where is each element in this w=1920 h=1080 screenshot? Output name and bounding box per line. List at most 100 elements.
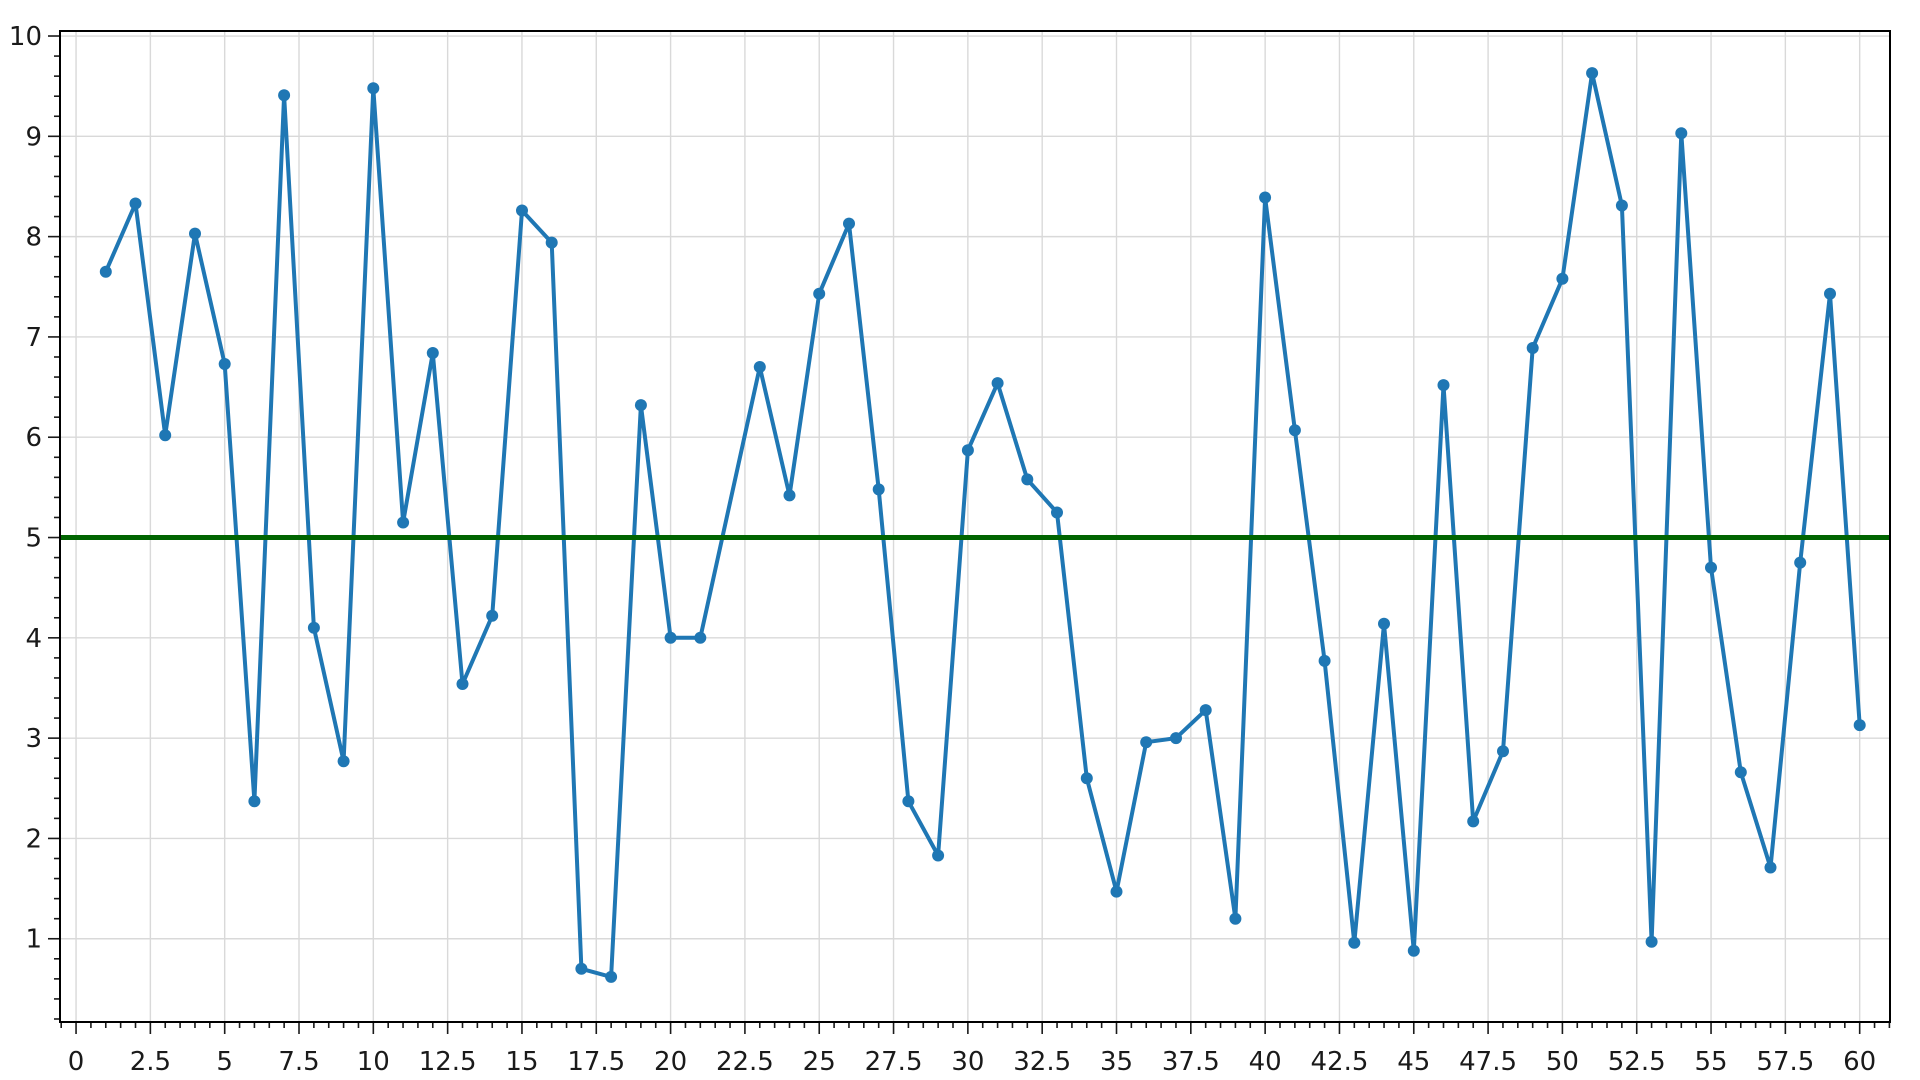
data-point-marker bbox=[99, 265, 112, 278]
y-tick-label: 4 bbox=[25, 624, 42, 654]
data-point-marker bbox=[932, 849, 945, 862]
x-tick-label: 17.5 bbox=[567, 1047, 625, 1077]
data-point-marker bbox=[1615, 199, 1628, 212]
x-tick-label: 7.5 bbox=[278, 1047, 319, 1077]
x-tick-label: 2.5 bbox=[130, 1047, 171, 1077]
data-point-marker bbox=[813, 287, 826, 300]
data-point-marker bbox=[426, 347, 439, 359]
data-point-marker bbox=[397, 516, 410, 529]
data-point-marker bbox=[694, 631, 707, 644]
data-point-marker bbox=[1229, 912, 1242, 925]
y-tick-label: 6 bbox=[25, 423, 42, 453]
data-point-marker bbox=[783, 489, 796, 502]
y-tick-label: 3 bbox=[25, 724, 42, 754]
data-point-marker bbox=[1794, 556, 1807, 569]
x-tick-label: 0 bbox=[68, 1047, 85, 1077]
data-point-marker bbox=[1467, 815, 1480, 828]
y-tick-label: 1 bbox=[25, 925, 42, 955]
data-point-marker bbox=[545, 236, 558, 249]
x-axis-tick-labels: 0 2.5 5 7.5 10 12.5 15 17.5 20 22.5 25 27.5 30 32.5 35… bbox=[68, 1047, 1876, 1077]
data-point-marker bbox=[486, 609, 499, 622]
data-point-marker bbox=[129, 197, 142, 210]
data-point-marker bbox=[1586, 67, 1599, 80]
data-point-marker bbox=[1199, 704, 1212, 717]
x-tick-label: 32.5 bbox=[1013, 1047, 1071, 1077]
data-point-marker bbox=[753, 361, 766, 373]
data-point-marker bbox=[1824, 287, 1836, 300]
data-point-marker bbox=[664, 631, 677, 644]
data-point-marker bbox=[1140, 736, 1153, 749]
x-tick-label: 42.5 bbox=[1311, 1047, 1369, 1077]
data-point-marker bbox=[902, 795, 915, 808]
data-point-marker bbox=[575, 962, 588, 975]
data-point-marker bbox=[159, 429, 172, 442]
plot-border bbox=[59, 30, 1891, 1023]
x-tick-label: 5 bbox=[216, 1047, 233, 1077]
y-tick-label: 7 bbox=[25, 323, 42, 353]
data-point-marker bbox=[307, 621, 320, 634]
data-point-marker bbox=[1288, 424, 1301, 437]
y-axis-tick-labels: 1 2 3 4 5 6 7 8 9 10 bbox=[9, 22, 42, 955]
data-point-marker bbox=[1378, 617, 1390, 630]
data-point-marker bbox=[1497, 745, 1509, 758]
data-point-marker bbox=[1675, 127, 1688, 140]
data-point-marker bbox=[605, 970, 618, 983]
x-tick-label: 15 bbox=[505, 1047, 538, 1077]
data-point-marker bbox=[1734, 766, 1747, 779]
x-tick-label: 52.5 bbox=[1608, 1047, 1666, 1077]
data-point-marker bbox=[1526, 342, 1539, 354]
x-tick-label: 12.5 bbox=[419, 1047, 477, 1077]
x-tick-label: 22.5 bbox=[716, 1047, 774, 1077]
x-tick-label: 47.5 bbox=[1459, 1047, 1517, 1077]
data-point-marker bbox=[1853, 719, 1866, 732]
data-point-marker bbox=[872, 483, 885, 496]
x-tick-label: 20 bbox=[654, 1047, 687, 1077]
data-point-marker bbox=[337, 755, 350, 768]
x-tick-label: 10 bbox=[357, 1047, 390, 1077]
data-point-marker bbox=[634, 399, 647, 412]
data-point-marker bbox=[189, 227, 201, 240]
data-point-marker bbox=[1259, 191, 1272, 204]
x-tick-label: 27.5 bbox=[865, 1047, 923, 1077]
x-tick-label: 40 bbox=[1249, 1047, 1282, 1077]
y-tick-label: 5 bbox=[25, 524, 42, 554]
y-tick-label: 10 bbox=[9, 22, 42, 52]
data-point-marker bbox=[1080, 772, 1093, 785]
data-point-marker bbox=[1348, 936, 1361, 949]
x-tick-label: 45 bbox=[1397, 1047, 1430, 1077]
data-point-marker bbox=[367, 82, 380, 95]
data-point-marker bbox=[1437, 379, 1450, 392]
data-point-marker bbox=[278, 89, 291, 102]
x-tick-label: 30 bbox=[951, 1047, 984, 1077]
data-point-marker bbox=[1556, 272, 1569, 285]
y-tick-label: 2 bbox=[25, 824, 42, 854]
data-point-marker bbox=[1170, 732, 1182, 745]
data-series-markers bbox=[99, 67, 1866, 983]
data-point-marker bbox=[248, 795, 261, 808]
x-tick-label: 35 bbox=[1100, 1047, 1133, 1077]
x-tick-label: 55 bbox=[1694, 1047, 1727, 1077]
y-tick-label: 8 bbox=[25, 223, 42, 253]
data-point-marker bbox=[961, 444, 974, 457]
data-point-marker bbox=[1764, 861, 1777, 874]
data-point-marker bbox=[1110, 885, 1123, 898]
data-point-marker bbox=[516, 204, 528, 217]
data-point-marker bbox=[991, 377, 1004, 390]
data-point-marker bbox=[1021, 473, 1034, 486]
data-point-marker bbox=[218, 358, 231, 370]
data-point-marker bbox=[1705, 561, 1717, 574]
data-point-marker bbox=[1051, 506, 1063, 519]
data-point-marker bbox=[1407, 944, 1420, 957]
data-point-marker bbox=[843, 217, 855, 230]
y-tick-label: 9 bbox=[25, 122, 42, 152]
data-point-marker bbox=[1645, 935, 1658, 948]
x-tick-label: 57.5 bbox=[1756, 1047, 1814, 1077]
x-tick-label: 25 bbox=[803, 1047, 836, 1077]
x-tick-label: 50 bbox=[1546, 1047, 1579, 1077]
x-tick-label: 37.5 bbox=[1162, 1047, 1220, 1077]
data-point-marker bbox=[1318, 654, 1331, 667]
x-tick-label: 60 bbox=[1843, 1047, 1876, 1077]
data-point-marker bbox=[456, 678, 469, 690]
